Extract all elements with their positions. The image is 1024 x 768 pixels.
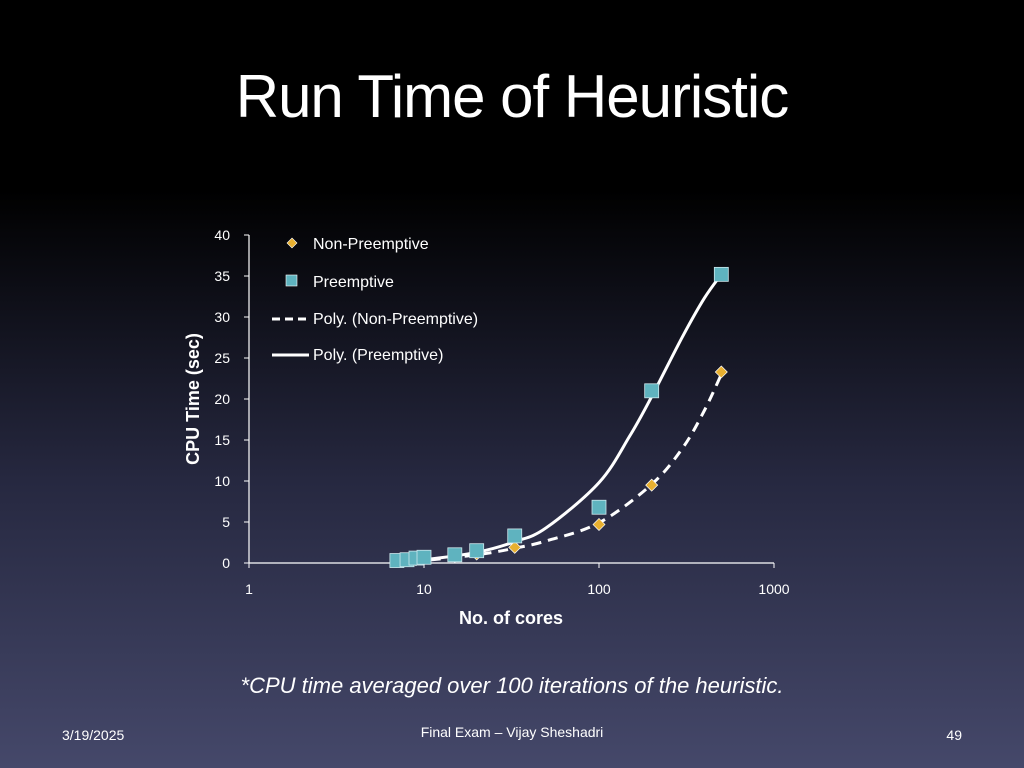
y-tick-label: 20 [214,391,230,407]
legend-item-preemptive: Preemptive [285,274,394,291]
non-preemptive-point [714,365,728,379]
trend-curve-preemptive [396,273,723,563]
legend-label: Poly. (Non-Preemptive) [313,311,478,328]
non-preemptive-point [592,517,606,531]
legend-item-poly-preemptive: Poly. (Preemptive) [272,347,443,364]
y-tick-label: 15 [214,432,230,448]
preemptive-point [591,499,607,515]
non-preemptive-point [645,478,659,492]
x-tick-label: 1 [245,581,253,597]
y-axis-title: CPU Time (sec) [183,333,203,465]
x-tick-label: 1000 [758,581,789,597]
x-axis-title: No. of cores [459,608,563,628]
preemptive-point [644,383,660,399]
footer-presenter: Final Exam – Vijay Sheshadri [420,724,604,740]
legend-item-non-preemptive: Non-Preemptive [286,236,429,253]
x-tick-label: 10 [416,581,432,597]
preemptive-point [447,547,463,563]
preemptive-point [713,266,729,282]
preemptive-point [469,543,485,559]
y-tick-label: 25 [214,350,230,366]
y-tick-label: 5 [222,514,230,530]
legend-item-poly-non-preemptive: Poly. (Non-Preemptive) [272,311,478,328]
legend-label: Preemptive [313,274,394,291]
y-tick-label: 40 [214,227,230,243]
non-preemptive-point [508,540,522,554]
legend-label: Non-Preemptive [313,236,429,253]
preemptive-point [416,549,432,565]
preemptive-point [507,528,523,544]
legend-diamond-marker [286,237,298,249]
page-number: 49 [946,727,962,743]
y-tick-label: 10 [214,473,230,489]
legend-label: Poly. (Preemptive) [313,347,443,364]
x-tick-label: 100 [587,581,611,597]
y-tick-label: 30 [214,309,230,325]
y-tick-label: 35 [214,268,230,284]
footer-date: 3/19/2025 [62,727,125,743]
y-tick-label: 0 [222,555,230,571]
legend-square-marker [285,274,298,287]
chart-ticks: 0 5 10 15 20 25 30 35 40 1 10 100 1000 [214,227,789,597]
chart-legend: Non-Preemptive Preemptive Poly. (Non-Pre… [272,236,478,364]
chart-points [389,266,729,568]
chart-footnote: *CPU time averaged over 100 iterations o… [240,673,784,698]
trend-curve-non-preemptive [396,373,723,565]
slide-title: Run Time of Heuristic [235,63,790,130]
